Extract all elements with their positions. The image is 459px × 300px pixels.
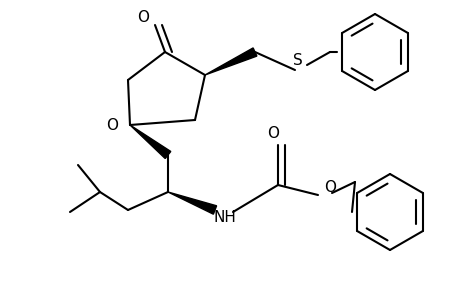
Text: S: S [292,52,302,68]
Text: O: O [323,179,335,194]
Polygon shape [130,125,170,158]
Text: O: O [266,125,279,140]
Polygon shape [205,48,256,75]
Text: NH: NH [213,211,236,226]
Polygon shape [168,192,216,214]
Text: O: O [137,10,149,25]
Text: O: O [106,118,118,133]
